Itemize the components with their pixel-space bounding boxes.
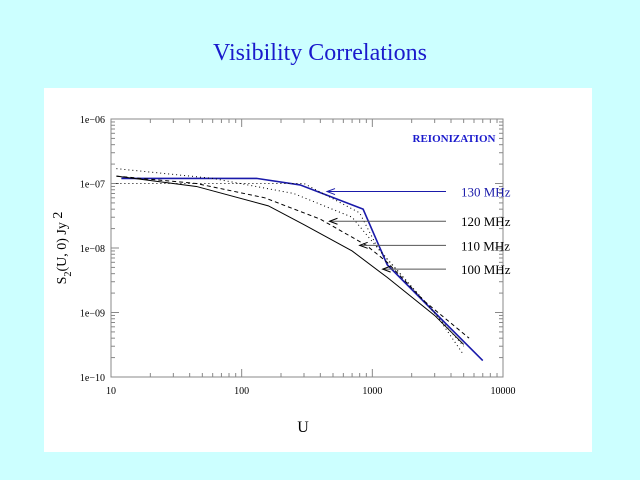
annotation-reionization: REIONIZATION — [413, 133, 496, 145]
x-tick-label: 10000 — [491, 386, 516, 397]
y-tick-label: 1e−07 — [80, 180, 105, 191]
series-label: 100 MHz — [461, 262, 511, 277]
y-axis-label: S2(U, 0) Jy 2 — [51, 212, 74, 285]
x-axis-label: U — [297, 419, 309, 436]
arrow-head-icon — [381, 265, 391, 273]
slide-title: Visibility Correlations — [213, 40, 427, 66]
y-tick-label: 1e−08 — [80, 244, 105, 255]
series-line-extra-4 — [116, 183, 465, 347]
plot-frame — [110, 118, 504, 378]
y-tick-label: 1e−09 — [80, 309, 105, 320]
chart-panel: 10 100 1000 10000 1e−10 1e−09 1e−08 1e−07 1e−06 U… — [44, 88, 592, 452]
series-line-100-mhz — [116, 175, 465, 345]
series-line-120-mhz — [116, 168, 465, 356]
arrow-head-icon — [358, 241, 368, 249]
visibility-chart: 10 100 1000 10000 1e−10 1e−09 1e−08 1e−07 1e−06 U… — [51, 115, 516, 436]
arrow-head-icon — [328, 217, 338, 225]
series-label: 120 MHz — [461, 214, 511, 229]
x-tick-label: 100 — [234, 386, 249, 397]
series-label: 130 MHz — [461, 185, 511, 200]
x-tick-label: 10 — [106, 386, 116, 397]
arrow-head-icon — [325, 188, 336, 196]
y-tick-label: 1e−10 — [80, 373, 105, 384]
series-line-110-mhz — [116, 175, 470, 339]
series-label: 110 MHz — [461, 238, 510, 253]
y-tick-label: 1e−06 — [80, 115, 105, 126]
x-tick-label: 1000 — [362, 386, 382, 397]
